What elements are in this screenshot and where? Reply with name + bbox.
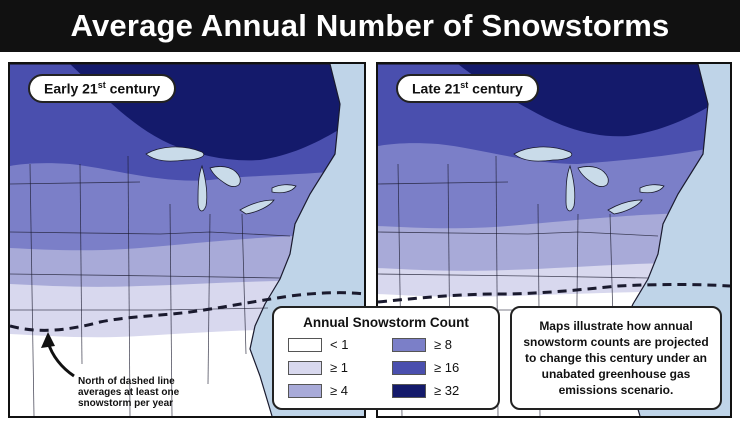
legend-swatch (288, 361, 322, 375)
panel-label-early: Early 21st century (28, 74, 177, 103)
legend-swatch (288, 384, 322, 398)
legend-swatch (392, 361, 426, 375)
page-title: Average Annual Number of Snowstorms (0, 0, 740, 52)
one-storm-threshold-line (10, 291, 364, 332)
legend: Annual Snowstorm Count < 1 ≥ 1 ≥ 4 ≥ 8 ≥… (272, 306, 500, 410)
explanatory-note: Maps illustrate how annual snowstorm cou… (510, 306, 722, 410)
legend-swatch (288, 338, 322, 352)
one-storm-threshold-line (378, 283, 730, 304)
great-lakes (513, 146, 665, 215)
legend-swatch (392, 338, 426, 352)
legend-title: Annual Snowstorm Count (303, 315, 469, 330)
note-text: Maps illustrate how annual snowstorm cou… (523, 319, 709, 397)
great-lakes (145, 146, 297, 215)
state-borders (10, 155, 291, 416)
legend-swatch (392, 384, 426, 398)
panel-label-late: Late 21st century (396, 74, 539, 103)
annotation-arrowhead (41, 332, 55, 348)
threshold-annotation: North of dashed line averages at least o… (78, 376, 180, 409)
